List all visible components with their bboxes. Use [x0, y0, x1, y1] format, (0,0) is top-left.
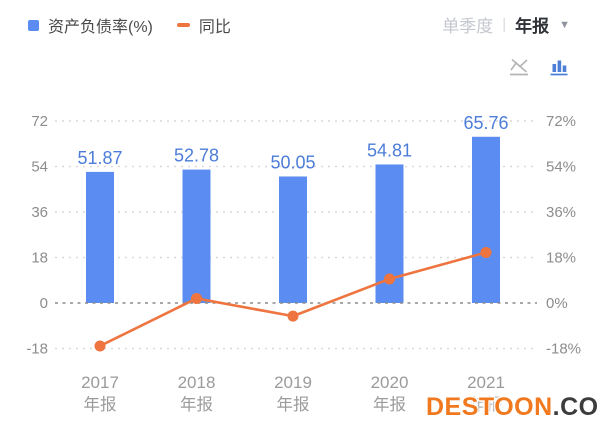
watermark-secondary: .COM	[552, 393, 600, 421]
watermark: DESTOON.COM	[426, 393, 600, 422]
yoy-point-2018[interactable]	[191, 292, 202, 304]
y-axis-right-tick: 18%	[546, 250, 576, 267]
chart-view-toggle	[508, 56, 570, 78]
y-axis-left-tick: 54	[31, 159, 48, 176]
bar-2021[interactable]	[472, 136, 500, 303]
x-axis-label-period: 年报	[470, 395, 503, 414]
watermark-primary: DESTOON	[426, 393, 553, 421]
y-axis-left-tick: -18	[26, 341, 48, 358]
bar-2018[interactable]	[182, 169, 211, 303]
period-option-annual[interactable]: 年报	[515, 17, 550, 36]
bar-value-label: 54.81	[367, 140, 412, 160]
period-option-quarterly[interactable]: 单季度	[442, 17, 494, 36]
legend-item-bar-series[interactable]: 资产负债率(%)	[28, 13, 153, 37]
legend-item-line-series[interactable]: 同比	[176, 13, 231, 37]
bar-series-marker-icon	[28, 19, 39, 31]
bar-2019[interactable]	[279, 176, 307, 303]
bar-2017[interactable]	[86, 171, 114, 303]
bar-value-label: 65.76	[463, 113, 508, 133]
period-separator: |	[502, 16, 507, 33]
x-axis-label-year: 2018	[178, 373, 216, 392]
y-axis-left-tick: 36	[31, 204, 48, 221]
x-axis-label-year: 2021	[467, 373, 505, 392]
bar-value-label: 50.05	[270, 152, 315, 172]
y-axis-right-tick: -18%	[546, 341, 581, 358]
chevron-down-icon[interactable]: ▼	[559, 18, 570, 31]
y-axis-left-tick: 18	[31, 250, 48, 267]
bar-chart-icon[interactable]	[548, 56, 570, 78]
yoy-point-2017[interactable]	[94, 340, 106, 352]
line-series-label: 同比	[198, 19, 231, 36]
yoy-point-2020[interactable]	[384, 273, 395, 285]
x-axis-label-period: 年报	[84, 395, 117, 414]
x-axis-label-period: 年报	[180, 395, 213, 414]
x-axis-label-period: 年报	[277, 395, 310, 414]
y-axis-left-tick: 0	[40, 295, 48, 312]
bar-value-label: 51.87	[77, 148, 122, 168]
x-axis-label-year: 2017	[81, 373, 119, 392]
y-axis-right-tick: 54%	[546, 159, 576, 176]
line-series-marker-icon	[176, 23, 190, 27]
bar-value-label: 52.78	[174, 146, 219, 166]
period-switcher: 单季度 | 年报 ▼	[442, 12, 570, 37]
y-axis-right-tick: 0%	[546, 295, 568, 312]
y-axis-right-tick: 72%	[546, 113, 576, 130]
y-axis-left-tick: 72	[31, 113, 48, 130]
yoy-point-2019[interactable]	[287, 310, 299, 322]
y-axis-right-tick: 36%	[546, 204, 576, 221]
x-axis-label-year: 2020	[371, 373, 409, 392]
bar-series-label: 资产负债率(%)	[48, 19, 153, 36]
yoy-point-2021[interactable]	[480, 246, 492, 258]
legend: 资产负债率(%) 同比	[28, 13, 231, 37]
line-chart-disabled-icon[interactable]	[508, 56, 530, 78]
x-axis-label-year: 2019	[274, 373, 312, 392]
x-axis-label-period: 年报	[373, 395, 406, 414]
